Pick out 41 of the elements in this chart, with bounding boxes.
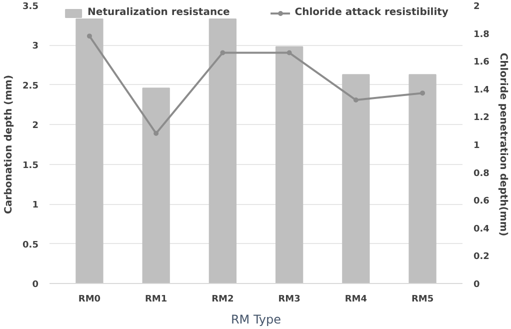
y-tick-label: 1 bbox=[32, 200, 39, 211]
bar bbox=[408, 74, 436, 284]
point bbox=[154, 130, 159, 136]
y2-tick-label: 1.6 bbox=[474, 58, 490, 68]
point bbox=[353, 98, 358, 103]
y2-axis-title: Chloride penetration depth(mm) bbox=[497, 52, 508, 236]
x-tick-label: RM3 bbox=[278, 294, 300, 304]
y2-tick-label: 0.2 bbox=[474, 252, 490, 262]
x-tick-label: RM2 bbox=[212, 294, 234, 304]
y-tick-label: 2.5 bbox=[22, 81, 39, 92]
bar bbox=[342, 74, 370, 284]
y2-tick-label: 2 bbox=[474, 2, 480, 12]
bar bbox=[142, 88, 170, 284]
point bbox=[220, 50, 226, 56]
y-tick-label: 0.5 bbox=[22, 240, 39, 250]
y-tick-label: 1.5 bbox=[22, 160, 39, 171]
y-tick-label: 3 bbox=[32, 42, 39, 52]
point bbox=[420, 90, 426, 96]
y2-tick-label: 0.8 bbox=[474, 168, 490, 179]
x-tick-label: RM5 bbox=[411, 294, 434, 304]
x-axis-title: RM Type bbox=[230, 312, 282, 326]
y-tick-label: 0 bbox=[32, 280, 39, 290]
y2-tick-label: 0 bbox=[474, 280, 480, 290]
y2-tick-label: 1.8 bbox=[474, 30, 490, 40]
bar bbox=[208, 18, 237, 284]
y-tick-label: 2 bbox=[32, 121, 39, 132]
y2-tick-label: 1.4 bbox=[474, 85, 490, 96]
x-tick-label: RM0 bbox=[78, 294, 101, 304]
legend-label: Neturalization resistance bbox=[88, 7, 230, 18]
y2-tick-label: 0.6 bbox=[474, 196, 490, 207]
y2-tick-label: 1 bbox=[474, 141, 480, 151]
y-tick-label: 3.5 bbox=[22, 2, 39, 12]
y-axis-title: Carbonation depth (mm) bbox=[4, 74, 15, 214]
legend-label: Chloride attack resistibility bbox=[294, 7, 448, 18]
y2-tick-label: 0.4 bbox=[474, 224, 490, 234]
x-tick-label: RM4 bbox=[344, 294, 367, 304]
x-tick-label: RM1 bbox=[145, 294, 168, 304]
point bbox=[286, 50, 292, 56]
point bbox=[86, 34, 92, 39]
bar bbox=[275, 46, 304, 284]
y2-tick-label: 1.2 bbox=[474, 113, 490, 124]
